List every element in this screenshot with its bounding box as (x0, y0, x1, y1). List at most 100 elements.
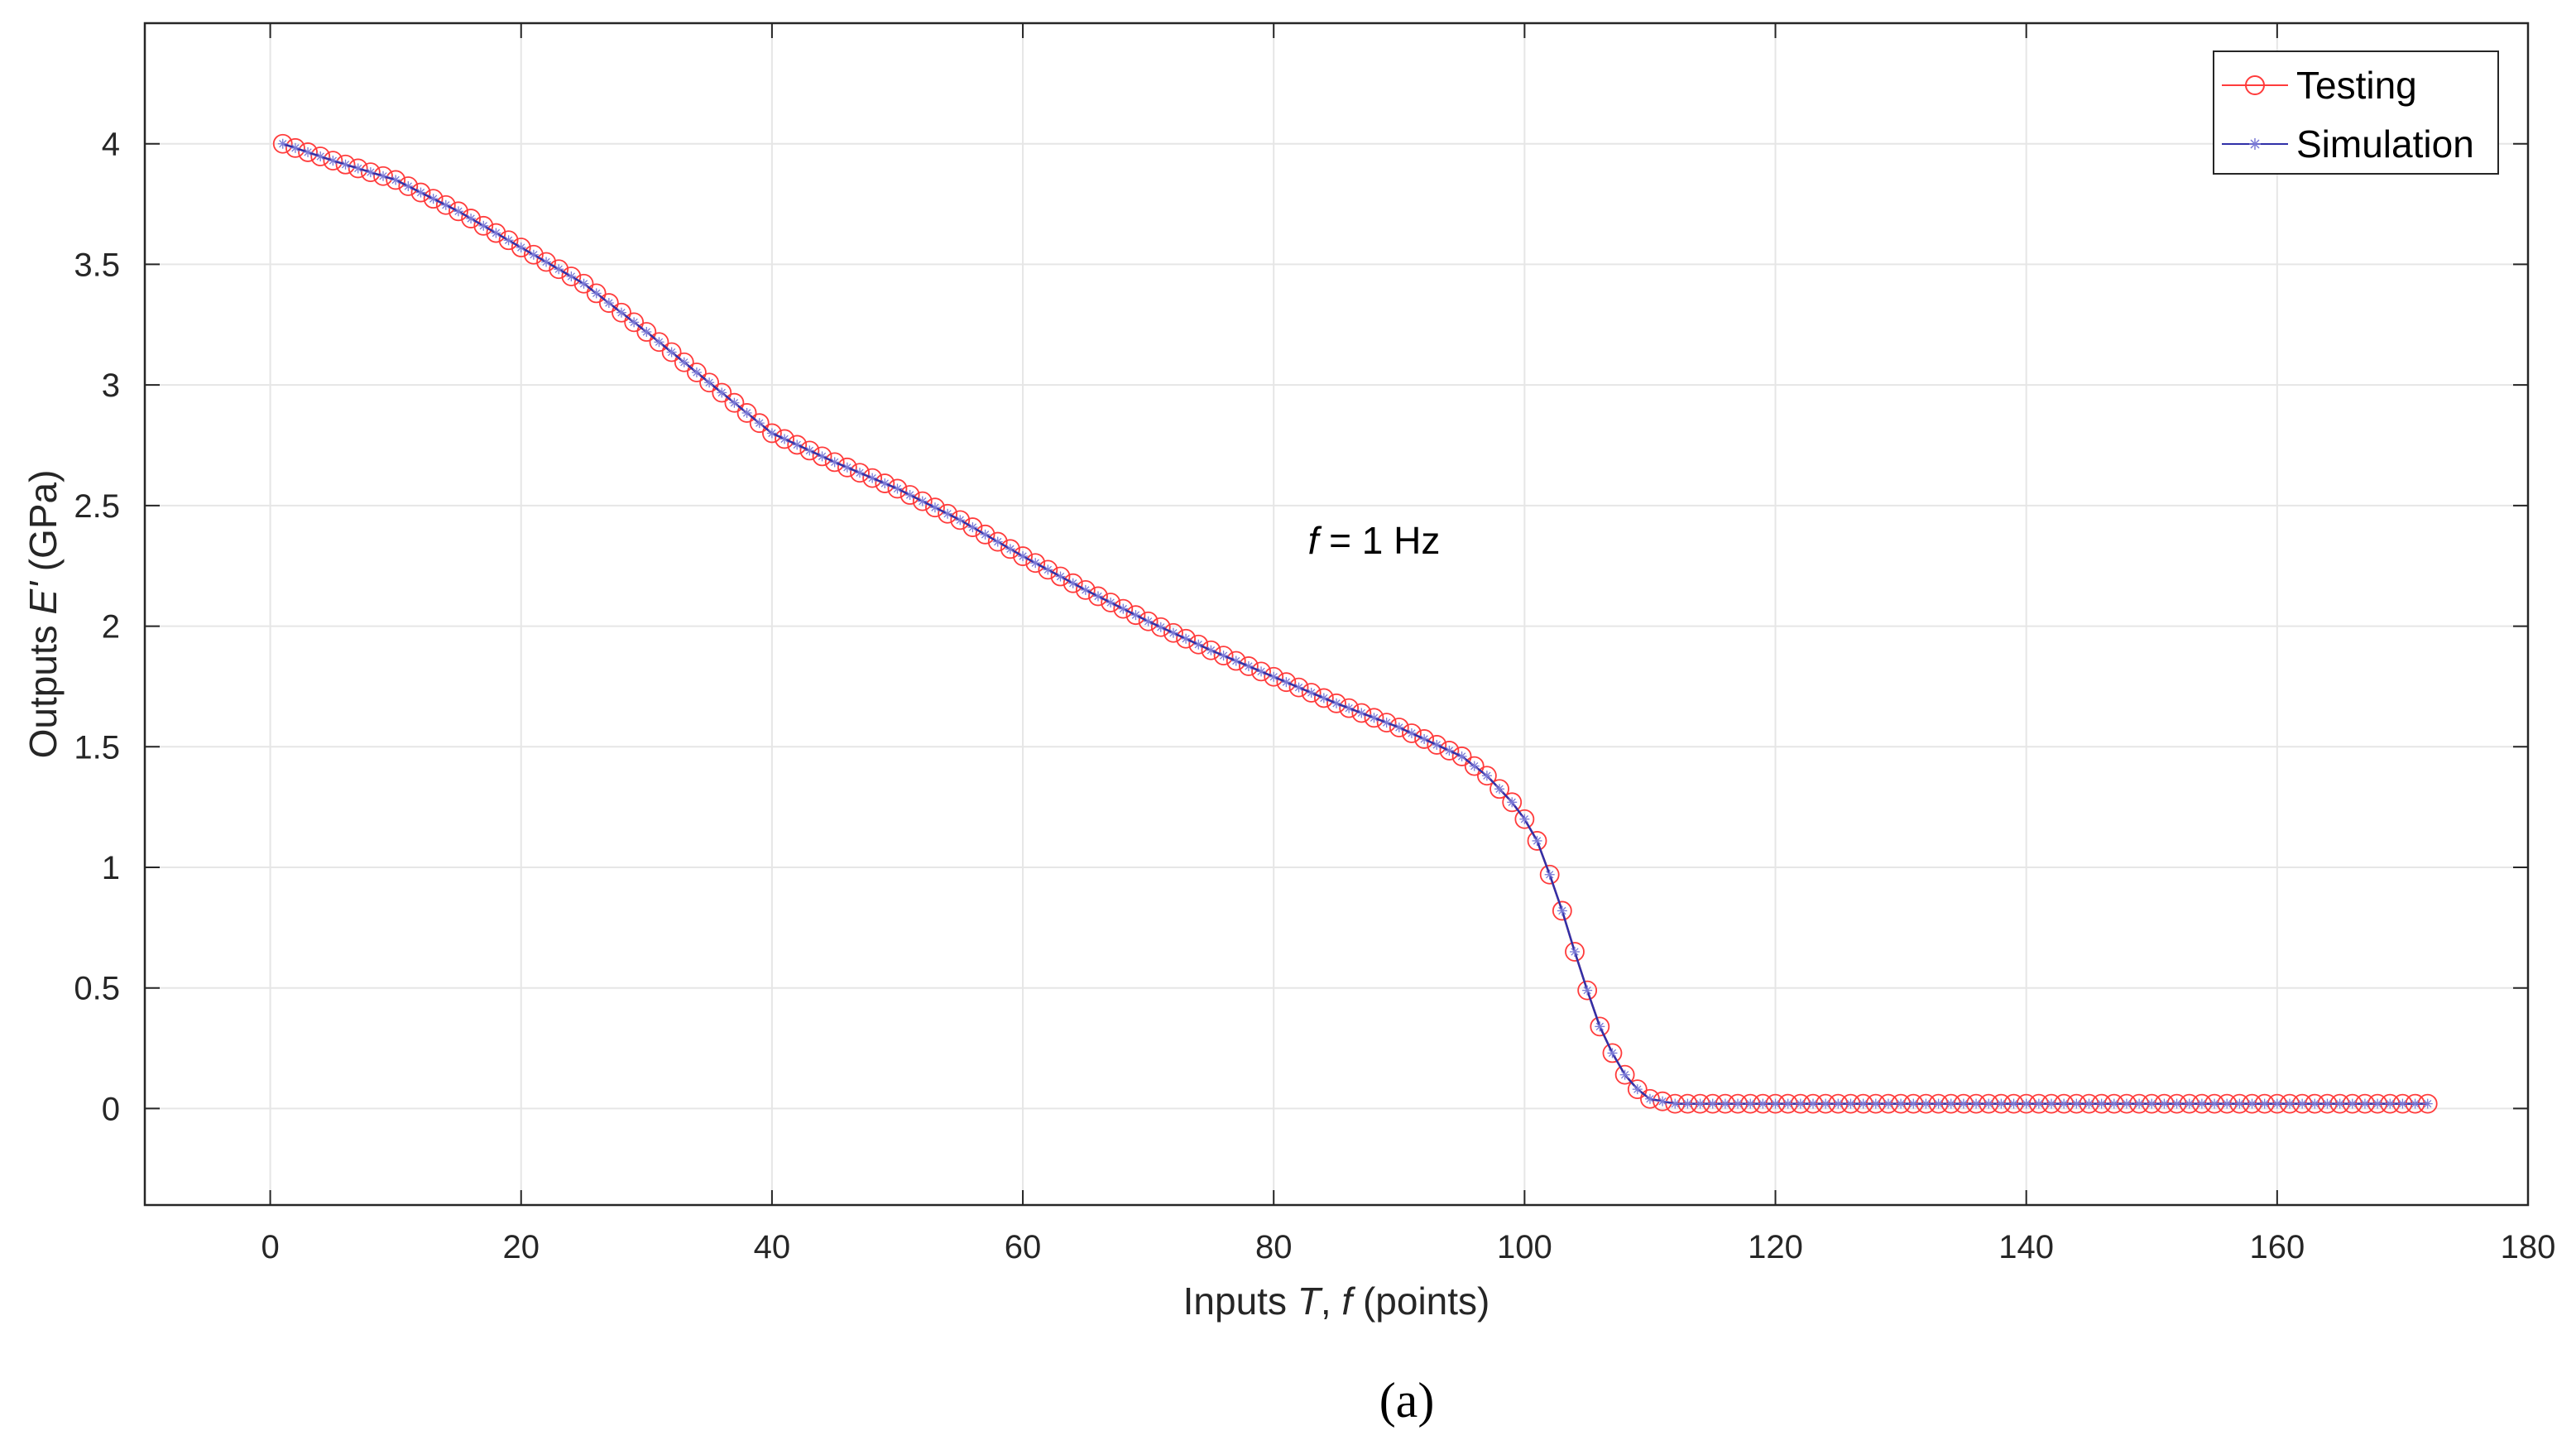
tick-labels: 0 20 40 60 80 100 120 140 160 180 0 0.5 1 1.5 2 2.5 3 3.5… (74, 127, 2555, 1265)
simulation-marker (1632, 1084, 1643, 1095)
testing-marker (1201, 640, 1221, 660)
y-tick-label: 3.5 (74, 247, 120, 283)
simulation-marker (2297, 1098, 2308, 1109)
simulation-marker (1043, 564, 1053, 575)
simulation-marker (466, 214, 477, 224)
simulation-marker (1168, 627, 1178, 638)
simulation-marker (1381, 718, 1392, 728)
simulation-marker (1293, 682, 1304, 693)
simulation-marker (1733, 1098, 1744, 1109)
simulation-marker (629, 317, 640, 328)
testing-marker (736, 403, 757, 423)
simulation-marker (2096, 1098, 2107, 1109)
x-tick-label: 100 (1497, 1229, 1552, 1265)
simulation-marker (2410, 1098, 2420, 1109)
simulation-marker (1996, 1098, 2007, 1109)
testing-marker (398, 176, 419, 196)
testing-marker (1476, 766, 1497, 786)
testing-marker (423, 189, 444, 209)
y-tick-label: 2 (102, 609, 120, 646)
testing-marker (1602, 1043, 1623, 1063)
testing-marker (1288, 677, 1309, 698)
testing-marker (1364, 708, 1384, 728)
simulation-markers (277, 138, 2433, 1109)
simulation-marker (1018, 551, 1029, 562)
testing-marker (1226, 651, 1246, 671)
simulation-marker (1896, 1098, 1907, 1109)
testing-marker (348, 158, 368, 179)
simulation-marker (666, 347, 677, 358)
testing-marker (285, 137, 305, 158)
simulation-marker (980, 529, 991, 540)
simulation-marker (1845, 1098, 1856, 1109)
x-tick-label: 140 (1998, 1229, 2054, 1265)
simulation-marker (2021, 1098, 2032, 1109)
testing-marker (1552, 900, 1572, 921)
simulation-marker (403, 181, 414, 192)
simulation-marker (2334, 1098, 2345, 1109)
plot-frame (143, 22, 2530, 1207)
testing-marker (573, 273, 594, 294)
testing-marker (661, 342, 682, 362)
simulation-marker (1432, 739, 1442, 750)
testing-marker (461, 209, 482, 228)
simulation-marker (303, 146, 314, 157)
simulation-marker (1106, 598, 1116, 608)
x-tick-label: 180 (2501, 1229, 2556, 1265)
simulation-marker (2222, 1098, 2233, 1109)
simulation-marker (554, 264, 564, 275)
legend-testing-marker (2245, 75, 2265, 95)
simulation-marker (1281, 677, 1292, 688)
simulation-marker (1921, 1098, 1931, 1109)
testing-markers (272, 133, 2438, 1114)
testing-marker (1614, 1064, 1635, 1085)
simulation-marker (2121, 1098, 2132, 1109)
simulation-marker (1394, 722, 1404, 732)
testing-marker (612, 302, 631, 323)
series-layer (272, 133, 2438, 1114)
testing-marker (1163, 622, 1183, 643)
testing-marker (1176, 628, 1197, 649)
simulation-marker (842, 462, 852, 473)
simulation-marker (1795, 1098, 1806, 1109)
testing-marker (449, 201, 468, 222)
testing-marker (1489, 779, 1509, 799)
simulation-marker (1419, 733, 1430, 744)
simulation-marker (1469, 761, 1480, 771)
testing-marker (1188, 634, 1209, 655)
simulation-marker (1143, 616, 1154, 627)
simulation-marker (741, 407, 752, 418)
testing-marker (1402, 723, 1422, 743)
testing-marker (561, 266, 582, 286)
testing-marker (1138, 611, 1158, 631)
testing-marker (1427, 735, 1447, 755)
testing-marker (1264, 666, 1284, 687)
testing-marker (799, 440, 820, 461)
simulation-marker (729, 397, 740, 408)
testing-marker (1389, 718, 1409, 737)
simulation-marker (1582, 985, 1593, 996)
testing-marker (598, 293, 619, 313)
legend-simulation-marker (2249, 138, 2261, 150)
x-tick-label: 160 (2249, 1229, 2305, 1265)
testing-marker (323, 151, 343, 171)
y-axis-label: Outputs E' (GPa) (22, 470, 65, 759)
simulation-marker (1570, 947, 1580, 957)
testing-marker (1013, 546, 1033, 566)
testing-marker (1653, 1091, 1673, 1112)
simulation-marker (1306, 688, 1317, 699)
simulation-marker (892, 483, 903, 494)
simulation-marker (1456, 751, 1467, 761)
simulation-marker (516, 242, 526, 253)
testing-marker (850, 463, 870, 483)
simulation-marker (2271, 1098, 2282, 1109)
testing-marker (373, 166, 393, 186)
simulation-marker (1758, 1098, 1768, 1109)
simulation-marker (290, 142, 300, 153)
simulation-marker (1269, 671, 1279, 682)
simulation-marker (591, 288, 602, 299)
testing-marker (761, 423, 782, 444)
simulation-marker (440, 199, 451, 210)
testing-marker (410, 182, 431, 203)
